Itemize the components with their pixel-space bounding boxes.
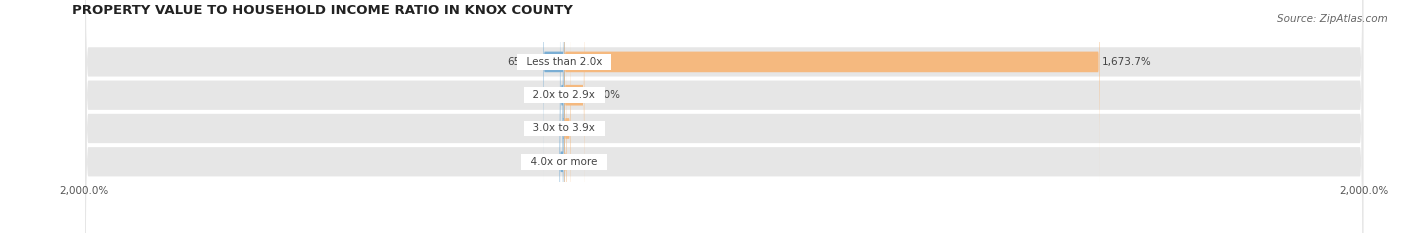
Text: 19.7%: 19.7% <box>574 123 606 134</box>
Text: 1,673.7%: 1,673.7% <box>1102 57 1152 67</box>
FancyBboxPatch shape <box>560 39 564 233</box>
Text: 63.0%: 63.0% <box>586 90 620 100</box>
FancyBboxPatch shape <box>564 0 1099 185</box>
FancyBboxPatch shape <box>543 0 564 185</box>
Text: 4.0x or more: 4.0x or more <box>524 157 605 167</box>
Text: PROPERTY VALUE TO HOUSEHOLD INCOME RATIO IN KNOX COUNTY: PROPERTY VALUE TO HOUSEHOLD INCOME RATIO… <box>72 4 572 17</box>
FancyBboxPatch shape <box>560 0 564 218</box>
Text: 3.0x to 3.9x: 3.0x to 3.9x <box>526 123 602 134</box>
FancyBboxPatch shape <box>84 0 1364 233</box>
Text: Source: ZipAtlas.com: Source: ZipAtlas.com <box>1277 14 1388 24</box>
FancyBboxPatch shape <box>564 6 571 233</box>
Text: 5.9%: 5.9% <box>533 123 560 134</box>
Text: 7.7%: 7.7% <box>569 157 596 167</box>
FancyBboxPatch shape <box>564 39 567 233</box>
FancyBboxPatch shape <box>84 0 1364 233</box>
Text: 65.3%: 65.3% <box>508 57 541 67</box>
FancyBboxPatch shape <box>564 0 585 218</box>
Text: Less than 2.0x: Less than 2.0x <box>520 57 609 67</box>
Text: 2.0x to 2.9x: 2.0x to 2.9x <box>526 90 602 100</box>
Text: 12.2%: 12.2% <box>524 90 558 100</box>
Text: 14.7%: 14.7% <box>524 157 557 167</box>
FancyBboxPatch shape <box>84 0 1364 233</box>
FancyBboxPatch shape <box>562 6 564 233</box>
FancyBboxPatch shape <box>84 0 1364 233</box>
